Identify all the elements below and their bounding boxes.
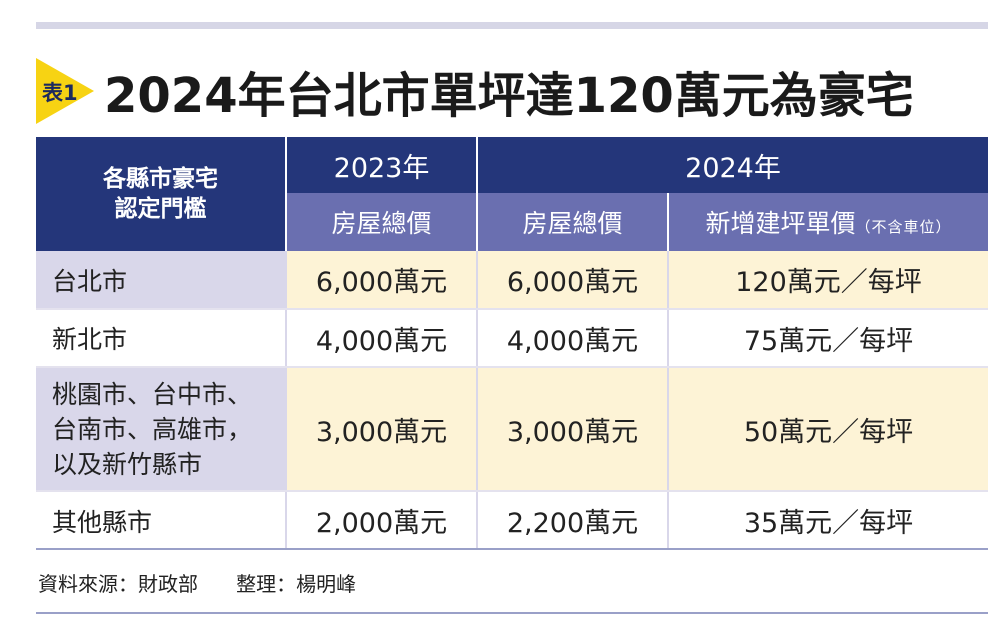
row-label: 其他縣市 — [36, 491, 286, 549]
subheader-total-price-2023: 房屋總價 — [285, 193, 477, 251]
table-number-badge: 表1 — [42, 81, 78, 105]
threshold-table: 各縣市豪宅 認定門檻 2023年 2024年 房屋總價 房屋總價 新增建坪單價（… — [36, 137, 988, 549]
subheader-unit-price-note: （不含車位） — [855, 218, 952, 236]
corner-header-line-1: 各縣市豪宅 — [103, 166, 218, 192]
table-row: 其他縣市 2,000萬元 2,200萬元 35萬元／每坪 — [36, 491, 988, 549]
top-rule — [36, 22, 988, 29]
value-2023: 3,000萬元 — [285, 367, 477, 492]
value-2023: 2,000萬元 — [285, 491, 477, 549]
badge-triangle — [36, 58, 94, 124]
row-label-line-1: 桃園市、台中市、 — [52, 379, 253, 409]
subheader-unit-price-label: 新增建坪單價 — [705, 209, 856, 238]
corner-header-line-2: 認定門檻 — [114, 196, 207, 222]
source-credit: 資料來源：財政部 — [38, 572, 198, 596]
unit-price: 120萬元／每坪 — [667, 251, 988, 310]
unit-price: 75萬元／每坪 — [667, 309, 988, 368]
editor-credit: 整理：楊明峰 — [236, 572, 357, 596]
value-2024: 3,000萬元 — [476, 367, 668, 492]
row-label-line-3: 以及新竹縣市 — [52, 449, 203, 479]
value-2024: 6,000萬元 — [476, 251, 668, 310]
row-label: 新北市 — [36, 309, 286, 368]
row-label: 台北市 — [36, 251, 286, 310]
table-row: 台北市 6,000萬元 6,000萬元 120萬元／每坪 — [36, 251, 988, 310]
value-2024: 4,000萬元 — [476, 309, 668, 368]
source-line: 資料來源：財政部 整理：楊明峰 — [38, 568, 356, 597]
year-header-2023: 2023年 — [285, 137, 477, 193]
unit-price: 50萬元／每坪 — [667, 367, 988, 492]
subheader-total-price-2024: 房屋總價 — [476, 193, 668, 251]
divider — [36, 548, 988, 550]
value-2023: 6,000萬元 — [285, 251, 477, 310]
year-header-2024: 2024年 — [476, 137, 988, 193]
corner-header: 各縣市豪宅 認定門檻 — [36, 137, 286, 251]
subheader-unit-price: 新增建坪單價（不含車位） — [667, 193, 988, 251]
page-title: 2024年台北市單坪達120萬元為豪宅 — [104, 68, 914, 124]
row-label-line-2: 台南市、高雄市， — [52, 414, 253, 444]
row-label: 桃園市、台中市、 台南市、高雄市， 以及新竹縣市 — [36, 367, 286, 492]
table-row: 桃園市、台中市、 台南市、高雄市， 以及新竹縣市 3,000萬元 3,000萬元… — [36, 367, 988, 492]
divider — [36, 612, 988, 614]
value-2023: 4,000萬元 — [285, 309, 477, 368]
table-row: 新北市 4,000萬元 4,000萬元 75萬元／每坪 — [36, 309, 988, 368]
unit-price: 35萬元／每坪 — [667, 491, 988, 549]
value-2024: 2,200萬元 — [476, 491, 668, 549]
